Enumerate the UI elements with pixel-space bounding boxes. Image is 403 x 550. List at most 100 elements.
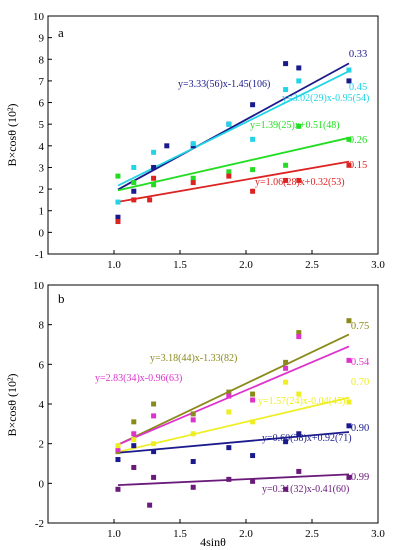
panel-b-data-point (250, 391, 256, 397)
panel-b-data-point (131, 464, 137, 470)
panel-b-fit-line (117, 473, 350, 487)
panel-b-data-point (226, 409, 232, 415)
panel-a: a B×cosθ (10²) -1 0 1 2 3 4 5 6 7 8 9 10 1.0 1.5 2.0 2… (5, 11, 385, 271)
panel-a-data-point (115, 219, 121, 225)
panel-b-data-point (151, 441, 157, 447)
panel-a-x-tick-label: 1.5 (173, 259, 187, 271)
panel-a-equation-label: y=3.02(29)x-0.95(54) (282, 93, 369, 104)
panel-a-x-tick-label: 1.0 (107, 259, 121, 271)
panel-b-points (115, 318, 352, 508)
panel-a-y-ticks: -1 0 1 2 3 4 5 6 7 8 9 10 (33, 11, 52, 261)
panel-b-series-label: 0.75 (351, 321, 369, 332)
panel-a-data-point (164, 143, 170, 149)
panel-a-data-point (131, 188, 137, 194)
panel-b-data-point (226, 389, 232, 395)
panel-b-x-tick-label: 2.5 (305, 528, 319, 540)
panel-a-y-tick-label: 2 (39, 184, 45, 196)
panel-a-y-tick-label: 6 (39, 98, 45, 110)
panel-a-fit-line (117, 62, 350, 191)
panel-a-label: a (58, 25, 64, 40)
panel-b-data-point (151, 401, 157, 407)
panel-b-data-point (226, 476, 232, 482)
panel-a-annotations: y=3.33(56)x-1.45(106) 0.33 y=3.02(29)x-0.9… (178, 49, 369, 188)
panel-a-y-tick-label: 4 (39, 141, 45, 153)
panel-b-fits (117, 333, 350, 487)
panel-a-data-point (115, 199, 121, 205)
panel-b-annotations: y=3.18(44)x-1.33(82) 0.75 y=2.83(34)x-0.96… (95, 321, 370, 495)
panel-a-points (115, 61, 352, 225)
panel-a-data-point (151, 175, 157, 181)
panel-a-y-tick-label: 0 (39, 227, 45, 239)
panel-b-data-point (115, 486, 121, 492)
panel-b-x-tick-label: 1.0 (107, 528, 121, 540)
panel-b-fit-line (117, 333, 350, 446)
panel-a-data-point (190, 180, 196, 186)
panel-a-data-point (283, 61, 289, 67)
panel-a-series-label: 0.45 (349, 82, 367, 93)
panel-a-equation-label: y=1.06(28)x+0.32(53) (255, 177, 345, 188)
panel-a-x-tick-label: 2.0 (239, 259, 253, 271)
panel-b-data-point (151, 413, 157, 419)
panel-b-data-point (190, 411, 196, 417)
panel-b-y-tick-label: 0 (39, 478, 45, 490)
panel-b-data-point (131, 431, 137, 437)
panel-b-y-tick-label: 2 (39, 439, 45, 451)
panel-a-equation-label: y=3.33(56)x-1.45(106) (178, 79, 270, 90)
panel-b-data-point (115, 457, 121, 463)
panel-b-fit-line (117, 345, 350, 446)
panel-a-data-point (250, 102, 256, 108)
panel-b-data-point (283, 359, 289, 365)
panel-a-y-tick-label: 3 (39, 162, 45, 174)
panel-b: b B×cosθ (10²) 4sinθ -2 0 2 4 6 8 10 1.0 1.5 2.0… (5, 280, 385, 549)
panel-a-data-point (346, 67, 352, 73)
panel-b-data-point (131, 419, 137, 425)
panel-b-data-point (346, 357, 352, 363)
panel-a-data-point (250, 167, 256, 173)
panel-b-data-point (151, 474, 157, 480)
panel-b-x-tick-label: 3.0 (371, 528, 385, 540)
panel-a-data-point (151, 149, 157, 155)
panel-b-equation-label: y=2.83(34)x-0.96(63) (95, 373, 182, 384)
panel-b-y-tick-label: -2 (35, 518, 44, 530)
panel-b-data-point (296, 468, 302, 474)
panel-b-data-point (346, 474, 352, 480)
panel-a-data-point (346, 136, 352, 142)
panel-b-data-point (115, 443, 121, 449)
panel-a-fit-line (117, 70, 350, 187)
panel-a-data-point (147, 197, 153, 203)
panel-a-y-tick-label: 5 (39, 119, 45, 131)
panel-a-data-point (296, 177, 302, 183)
panel-a-data-point (115, 173, 121, 179)
panel-a-data-point (283, 162, 289, 168)
panel-b-data-point (131, 437, 137, 443)
panel-b-y-axis-label: B×cosθ (10²) (5, 373, 19, 436)
panel-b-x-tick-label: 1.5 (173, 528, 187, 540)
panel-a-y-tick-label: 9 (39, 33, 45, 45)
panel-b-equation-label: y=0.60(38)x+0.92(71) (262, 433, 352, 444)
panel-a-data-point (226, 169, 232, 175)
panel-a-x-ticks: 1.0 1.5 2.0 2.5 3.0 (107, 250, 385, 271)
panel-b-data-point (226, 445, 232, 451)
panel-b-data-point (226, 393, 232, 399)
panel-a-data-point (250, 136, 256, 142)
panel-b-equation-label: y=1.57(24)x-0.04(45) (258, 396, 345, 407)
panel-a-fit-line (117, 160, 350, 203)
panel-b-series-label: 0.54 (351, 357, 370, 368)
panel-a-y-tick-label: 1 (39, 206, 45, 218)
panel-a-equation-label: y=1.39(25)x+0.51(48) (250, 120, 340, 131)
panel-b-fit-line (117, 431, 350, 454)
panel-a-data-point (296, 123, 302, 129)
panel-a-series-label: 0.15 (349, 160, 367, 171)
panel-a-data-point (115, 214, 121, 220)
panel-b-data-point (250, 478, 256, 484)
panel-a-frame (47, 15, 379, 255)
panel-b-data-point (296, 330, 302, 336)
panel-a-data-point (283, 87, 289, 93)
panel-a-series-label: 0.26 (349, 135, 367, 146)
panel-a-data-point (131, 180, 137, 186)
panel-a-data-point (190, 175, 196, 181)
panel-b-data-point (190, 417, 196, 423)
panel-b-data-point (296, 391, 302, 397)
panel-b-data-point (283, 439, 289, 445)
panel-b-y-tick-label: 8 (39, 320, 45, 332)
